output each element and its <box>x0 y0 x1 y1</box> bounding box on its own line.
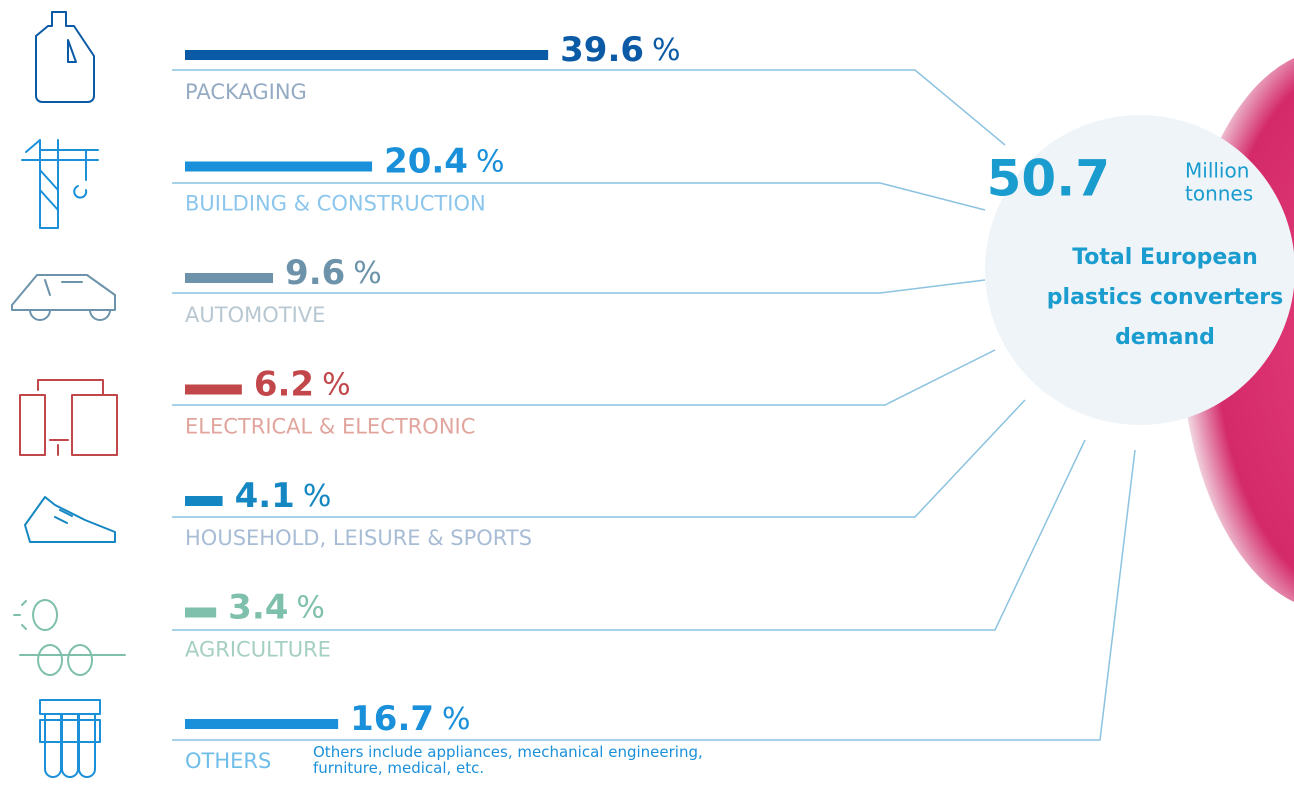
value-number: 16.7 <box>350 699 434 739</box>
bar <box>185 496 223 506</box>
value-unit: % <box>353 256 382 291</box>
total-unit: tonnes <box>1185 182 1253 206</box>
value-label: 9.6% <box>285 253 382 293</box>
note-line: furniture, medical, etc. <box>313 759 484 777</box>
bar <box>185 50 549 60</box>
value-number: 6.2 <box>254 364 314 404</box>
value-number: 3.4 <box>228 587 288 627</box>
value-unit: % <box>476 144 505 179</box>
category-label: ELECTRICAL & ELECTRONIC <box>185 415 475 439</box>
icons <box>11 11 126 778</box>
value-unit: % <box>322 367 351 402</box>
total-caption: Total European <box>1072 245 1258 270</box>
category-label: AUTOMOTIVE <box>185 303 325 327</box>
total-unit: Million <box>1185 159 1249 183</box>
bar <box>185 161 373 172</box>
category-label: OTHERS <box>185 749 271 773</box>
total-circle <box>985 115 1294 425</box>
bar <box>185 719 339 729</box>
bar <box>185 607 217 618</box>
value-label: 39.6% <box>560 30 680 70</box>
total-caption: plastics converters <box>1047 285 1283 310</box>
total-caption: demand <box>1115 325 1215 350</box>
value-label: 4.1% <box>235 476 332 516</box>
value-unit: % <box>303 479 332 514</box>
category-label: AGRICULTURE <box>185 638 331 662</box>
bar <box>185 384 242 395</box>
value-number: 20.4 <box>384 141 468 181</box>
value-label: 6.2% <box>254 364 351 404</box>
note: Others include appliances, mechanical en… <box>313 743 703 777</box>
value-number: 9.6 <box>285 253 345 293</box>
value-number: 39.6 <box>560 30 644 70</box>
connector-lines <box>172 69 1136 741</box>
value-unit: % <box>296 590 325 625</box>
value-label: 16.7% <box>350 699 470 739</box>
note-line: Others include appliances, mechanical en… <box>313 743 703 761</box>
value-label: 20.4% <box>384 141 504 181</box>
bar <box>185 273 274 283</box>
value-unit: % <box>442 702 471 737</box>
value-label: 3.4% <box>228 587 325 627</box>
value-number: 4.1 <box>235 476 295 516</box>
category-label: BUILDING & CONSTRUCTION <box>185 192 486 216</box>
total-value: 50.7 <box>987 150 1110 208</box>
value-unit: % <box>652 33 681 68</box>
category-label: HOUSEHOLD, LEISURE & SPORTS <box>185 526 532 550</box>
category-label: PACKAGING <box>185 80 307 104</box>
